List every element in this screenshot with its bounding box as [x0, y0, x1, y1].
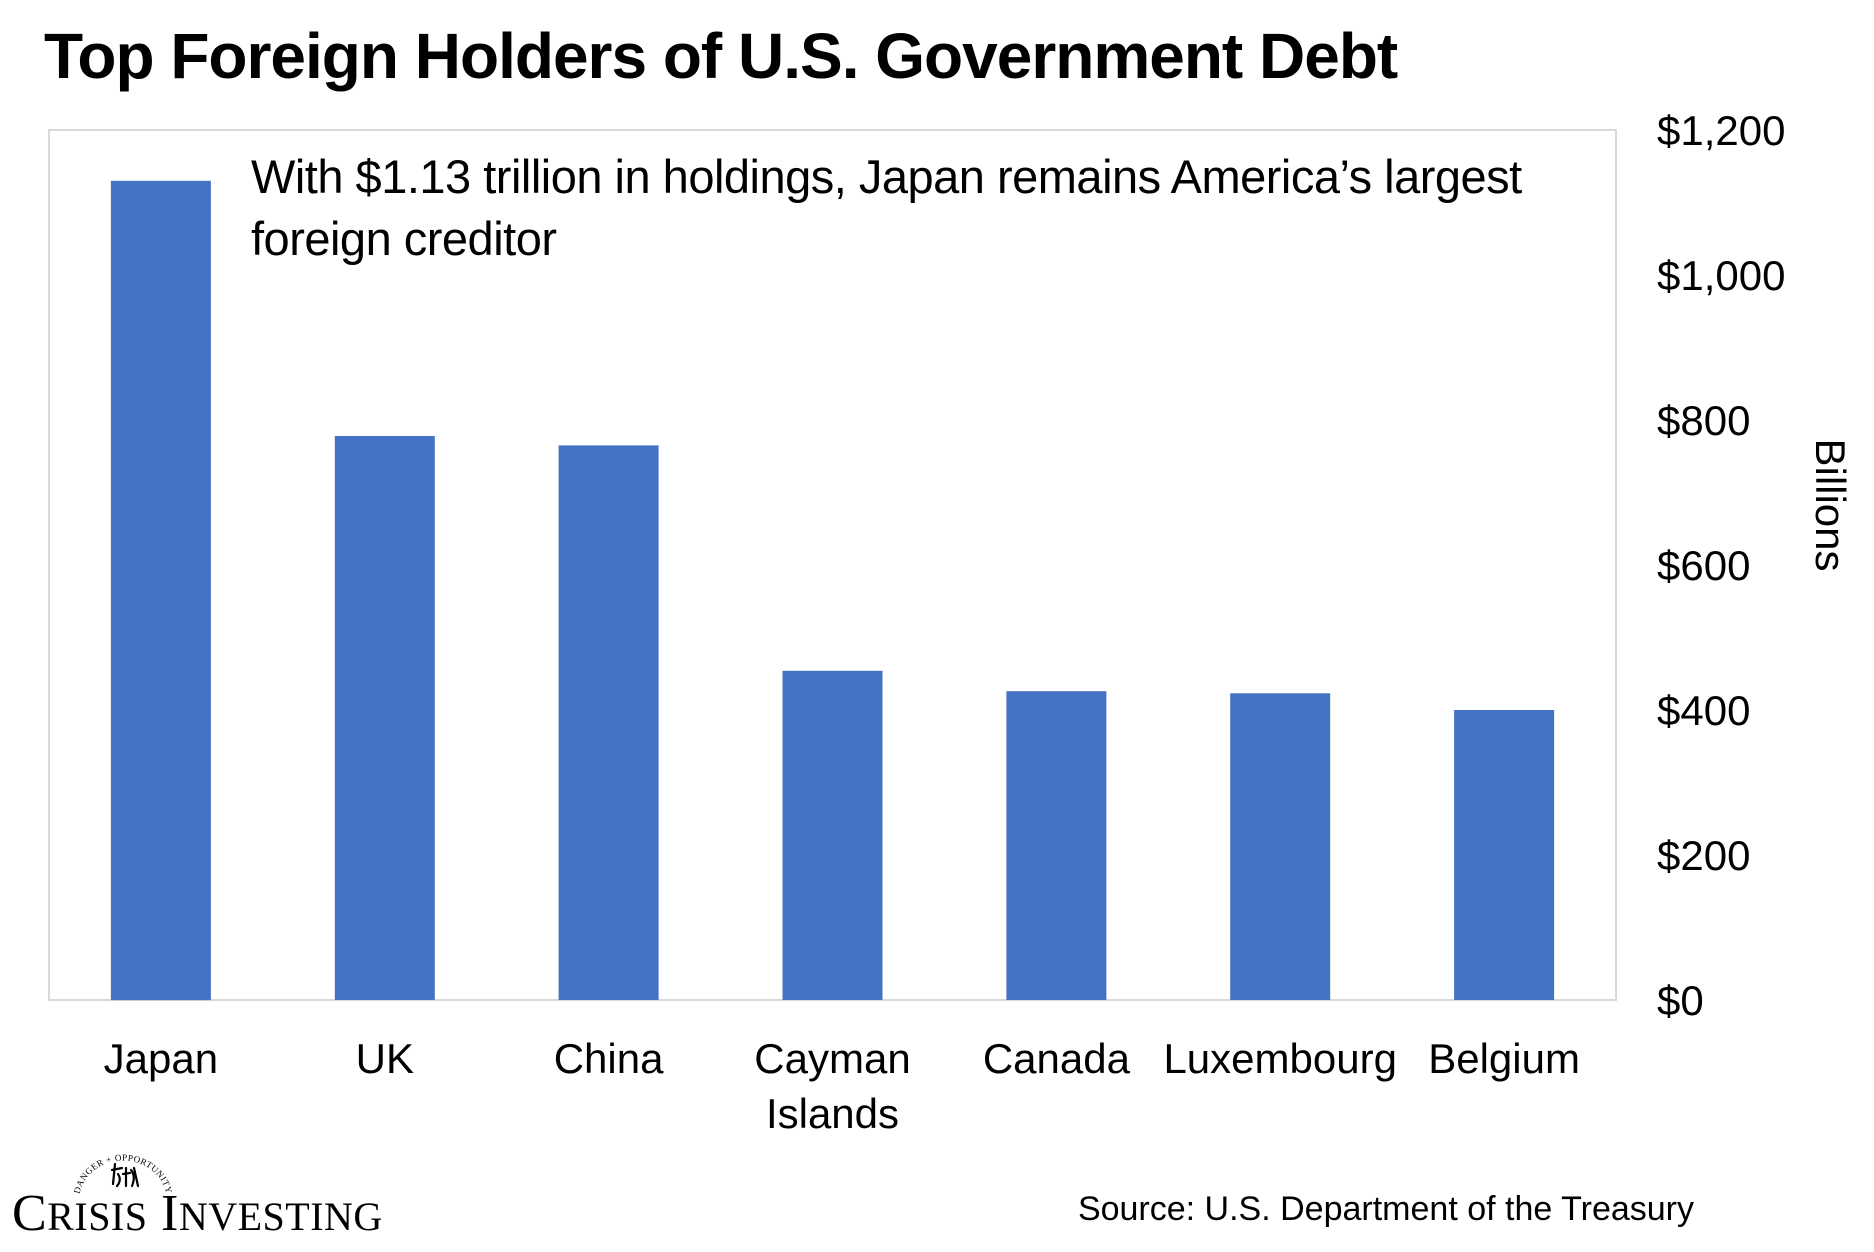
source-note: Source: U.S. Department of the Treasury	[1077, 1190, 1694, 1228]
y-tick-label: $1,200	[1657, 107, 1785, 154]
x-tick-label: Japan	[104, 1035, 218, 1082]
bar-canada	[1006, 691, 1107, 1000]
x-tick-label: Luxembourg	[1163, 1035, 1396, 1082]
x-tick-label: Canada	[983, 1035, 1131, 1082]
x-tick-label: Cayman	[754, 1035, 910, 1082]
logo-wordmark: CRISIS INVESTING	[12, 1185, 383, 1242]
bar-japan	[110, 180, 211, 1001]
x-tick-label: UK	[356, 1035, 414, 1082]
bar-china	[558, 445, 659, 1000]
bars-group	[110, 180, 1555, 1001]
x-tick-label: Islands	[766, 1090, 899, 1137]
y-tick-label: $200	[1657, 832, 1750, 879]
x-tick-label: Belgium	[1428, 1035, 1580, 1082]
chart-title: Top Foreign Holders of U.S. Government D…	[44, 20, 1398, 92]
y-tick-label: $800	[1657, 397, 1750, 444]
danger-opportunity-seal-icon: DANGER + OPPORTUNITY	[72, 1152, 174, 1194]
y-axis-ticks: $0 $200 $400 $600 $800 $1,000 $1,200	[1657, 107, 1785, 1024]
bar-belgium	[1454, 710, 1555, 1000]
bar-uk	[334, 436, 435, 1000]
chart-annotation: With $1.13 trillion in holdings, Japan r…	[251, 150, 1522, 265]
y-tick-label: $1,000	[1657, 252, 1785, 299]
bar-luxembourg	[1230, 693, 1331, 1000]
crisis-investing-logo: DANGER + OPPORTUNITY CRISIS INVESTING	[12, 1140, 472, 1240]
y-tick-label: $0	[1657, 977, 1704, 1024]
y-tick-label: $400	[1657, 687, 1750, 734]
x-axis-labels: Japan UK China Cayman Islands Canada Luxembour…	[104, 1035, 1580, 1137]
y-axis-label: Billions	[1807, 438, 1854, 572]
y-tick-label: $600	[1657, 542, 1750, 589]
x-tick-label: China	[554, 1035, 664, 1082]
bar-cayman-islands	[782, 670, 883, 1000]
